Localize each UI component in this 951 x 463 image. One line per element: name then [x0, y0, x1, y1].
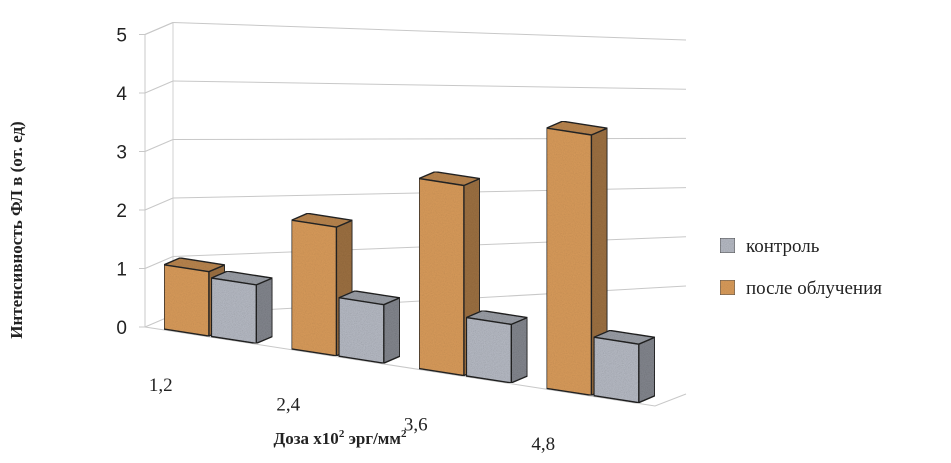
bar-control: [336, 290, 403, 365]
legend: контроль после облучения: [719, 236, 882, 299]
gridline-5: [172, 22, 687, 41]
bar-side-face: [383, 296, 401, 365]
legend-label-control: контроль: [746, 236, 820, 257]
gridline-side-4: [144, 80, 174, 94]
bar-front-face: [465, 316, 512, 384]
x-axis-title: Доза х102 эрг/мм2: [274, 428, 407, 448]
x-axis-title-sup2: 2: [401, 428, 407, 440]
legend-item-irradiated: после облучения: [719, 278, 882, 299]
legend-swatch-control: [719, 237, 736, 254]
x-axis-title-sup1: 2: [339, 428, 345, 440]
y-tick-label: 4: [116, 84, 127, 105]
y-axis-ticks: 0 1 2 3 4 5: [116, 26, 127, 340]
gridline-4: [172, 80, 687, 90]
bar-front-face: [418, 177, 465, 377]
legend-label-irradiated: после облучения: [746, 278, 882, 299]
bar-side-face: [510, 316, 528, 384]
gridline-side-3: [144, 139, 174, 152]
bar-front-face: [163, 263, 210, 337]
x-tick-label: 3,6: [404, 414, 428, 435]
gridline-3: [172, 137, 687, 140]
bar-control: [208, 270, 275, 345]
legend-item-control: контроль: [719, 236, 820, 257]
x-tick-label: 4,8: [531, 434, 555, 455]
bar-front-face: [338, 296, 385, 365]
legend-swatch-irradiated: [719, 279, 736, 296]
y-axis-title: Интенсивность ФЛ в (от. ед): [7, 121, 26, 338]
x-tick-label: 1,2: [149, 375, 173, 396]
y-tick-label: 2: [116, 201, 127, 222]
bar-irradiated: [288, 212, 355, 357]
y-tick-label: 1: [116, 260, 127, 281]
gridline-side-2: [144, 197, 174, 211]
x-axis-title-unit: эрг/мм: [344, 429, 401, 448]
y-tick-label: 5: [116, 26, 127, 47]
y-tick-label: 3: [116, 143, 127, 164]
bar-irradiated: [543, 120, 610, 397]
y-tick-label: 0: [116, 318, 127, 339]
x-tick-label: 2,4: [276, 395, 300, 416]
bar-control: [463, 309, 530, 384]
gridline-side-1: [144, 256, 174, 269]
bar-front-face: [290, 219, 338, 357]
bars: [161, 120, 658, 404]
bar-front-face: [545, 127, 593, 397]
x-axis-ticks: 1,2 2,4 3,6 4,8: [149, 375, 555, 455]
bar-front-face: [210, 277, 257, 345]
bar-front-face: [593, 336, 640, 404]
bar-side-face: [638, 336, 656, 404]
bar-side-face: [255, 277, 273, 345]
x-axis-title-main: Доза х10: [274, 429, 339, 448]
floor-edge: [144, 326, 687, 407]
bar-control: [591, 329, 658, 404]
gridline-side-5: [144, 22, 174, 35]
